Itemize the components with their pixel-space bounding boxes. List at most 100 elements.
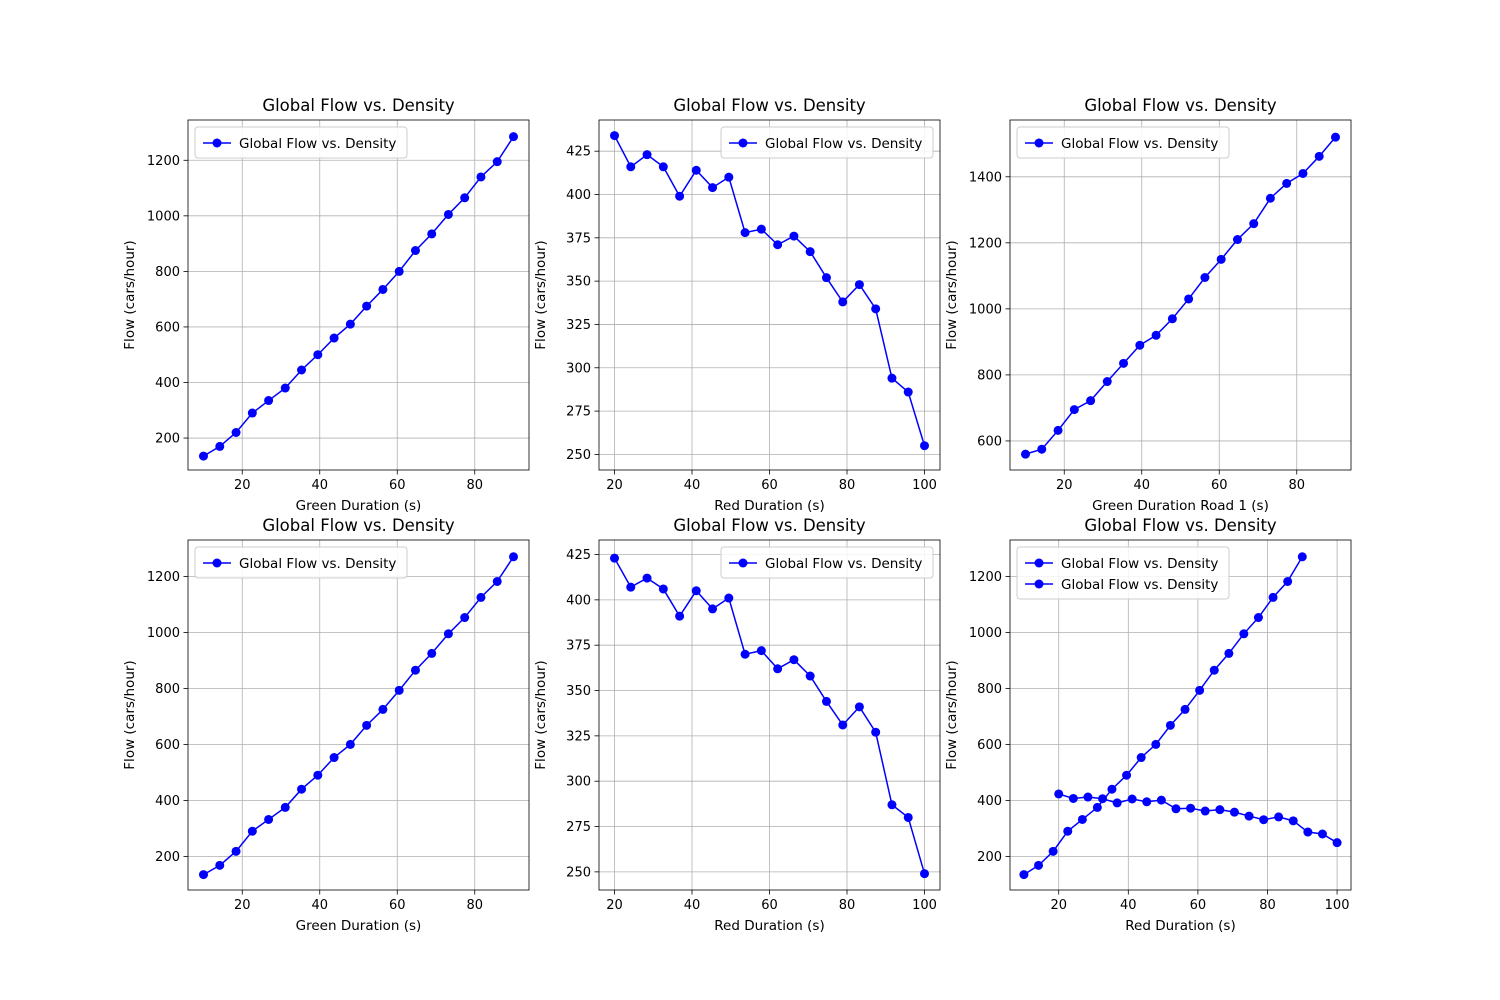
data-point (313, 770, 323, 780)
data-point (1142, 797, 1152, 807)
data-point (264, 396, 274, 406)
data-point (1119, 358, 1129, 368)
data-point (410, 246, 420, 256)
data-point (1107, 784, 1117, 794)
data-point (1249, 219, 1259, 229)
grid (188, 120, 529, 470)
subplot-3: 20 40 60 80 600 800 1000 1200 1400 Global Flow vs… (944, 96, 1352, 514)
data-point (1215, 805, 1225, 815)
data-point (854, 280, 864, 290)
data-point (362, 301, 372, 311)
x-tick-label: 100 (1325, 898, 1350, 913)
y-tick-label: 600 (977, 434, 1002, 449)
legend-label: Global Flow vs. Density (1061, 577, 1218, 593)
data-point (427, 229, 437, 239)
series-2 (1054, 789, 1342, 848)
y-tick-label: 400 (566, 188, 591, 203)
data-point (492, 157, 502, 167)
x-tick-label: 40 (311, 898, 328, 913)
legend-marker (1034, 558, 1044, 568)
y-tick-label: 1200 (147, 570, 180, 585)
series-line (1023, 556, 1303, 876)
x-tick-label: 60 (389, 898, 406, 913)
series-1 (610, 553, 929, 879)
legend: Global Flow vs. Density Global Flow vs. D… (1016, 546, 1230, 600)
data-point (610, 131, 619, 141)
data-point (708, 183, 718, 193)
data-point (1297, 552, 1307, 562)
data-point (1209, 665, 1219, 675)
data-point (476, 592, 486, 602)
data-point (427, 648, 437, 658)
series-1 (1021, 132, 1340, 459)
y-tick-label: 275 (566, 405, 591, 420)
data-point (394, 685, 404, 695)
data-point (297, 784, 307, 794)
data-point (1086, 396, 1096, 406)
y-tick-label: 800 (977, 368, 1002, 383)
data-point (1077, 814, 1087, 824)
y-tick-label: 200 (155, 432, 180, 447)
chart-title: Global Flow vs. Density (1084, 96, 1277, 115)
y-tick-label: 1000 (147, 209, 180, 224)
data-point (345, 739, 355, 749)
legend-label: Global Flow vs. Density (1061, 556, 1218, 572)
data-point (378, 284, 388, 294)
data-point (1156, 795, 1166, 805)
data-point (1282, 178, 1292, 188)
data-point (1037, 444, 1047, 454)
data-point (1229, 807, 1239, 817)
data-point (1274, 812, 1284, 822)
data-point (1314, 151, 1324, 161)
legend-marker (212, 138, 222, 148)
data-point (1083, 792, 1093, 802)
x-tick-label: 80 (839, 898, 856, 913)
y-tick-label: 350 (566, 275, 591, 290)
data-point (509, 132, 518, 142)
y-tick-label: 1000 (969, 626, 1002, 641)
y-tick-label: 800 (155, 682, 180, 697)
y-tick-label: 1200 (969, 236, 1002, 251)
data-point (920, 869, 929, 879)
data-point (658, 162, 668, 172)
x-axis-label: Green Duration (s) (296, 498, 422, 514)
data-point (1283, 576, 1293, 586)
legend-box (1016, 546, 1230, 600)
y-tick-label: 600 (155, 320, 180, 335)
y-axis-label: Flow (cars/hour) (533, 660, 549, 769)
x-tick-label: 80 (1259, 898, 1276, 913)
x-tick-label: 100 (912, 478, 937, 493)
x-tick-label: 60 (761, 478, 778, 493)
y-tick-label: 425 (566, 145, 591, 160)
data-point (871, 304, 881, 314)
data-point (378, 704, 388, 714)
data-point (1068, 793, 1078, 803)
y-tick-label: 375 (566, 231, 591, 246)
data-point (1224, 648, 1234, 658)
subplot-1: 20 40 60 80 200 400 600 800 1000 1200 Global Flow … (122, 96, 530, 514)
data-point (509, 552, 518, 562)
data-point (642, 573, 652, 583)
data-point (1200, 806, 1210, 816)
subplot-5: 20 40 60 80 100 250 275 300 325 350 375 400 425 Globa… (533, 516, 941, 934)
y-tick-label: 800 (155, 265, 180, 280)
y-tick-label: 375 (566, 639, 591, 654)
y-tick-label: 800 (977, 682, 1002, 697)
y-axis-label: Flow (cars/hour) (122, 240, 138, 349)
x-tick-label: 80 (466, 898, 483, 913)
data-point (1195, 685, 1205, 695)
data-point (1186, 803, 1196, 813)
data-point (821, 696, 831, 706)
x-axis-label: Green Duration Road 1 (s) (1092, 498, 1269, 514)
data-point (280, 802, 290, 812)
data-point (1303, 827, 1313, 837)
data-point (215, 860, 225, 870)
series-1 (199, 552, 518, 880)
data-point (1265, 193, 1275, 203)
data-point (1092, 802, 1102, 812)
x-tick-label: 40 (684, 898, 701, 913)
data-point (313, 350, 323, 360)
grid (599, 540, 940, 890)
y-tick-label: 400 (566, 593, 591, 608)
data-point (805, 247, 815, 257)
